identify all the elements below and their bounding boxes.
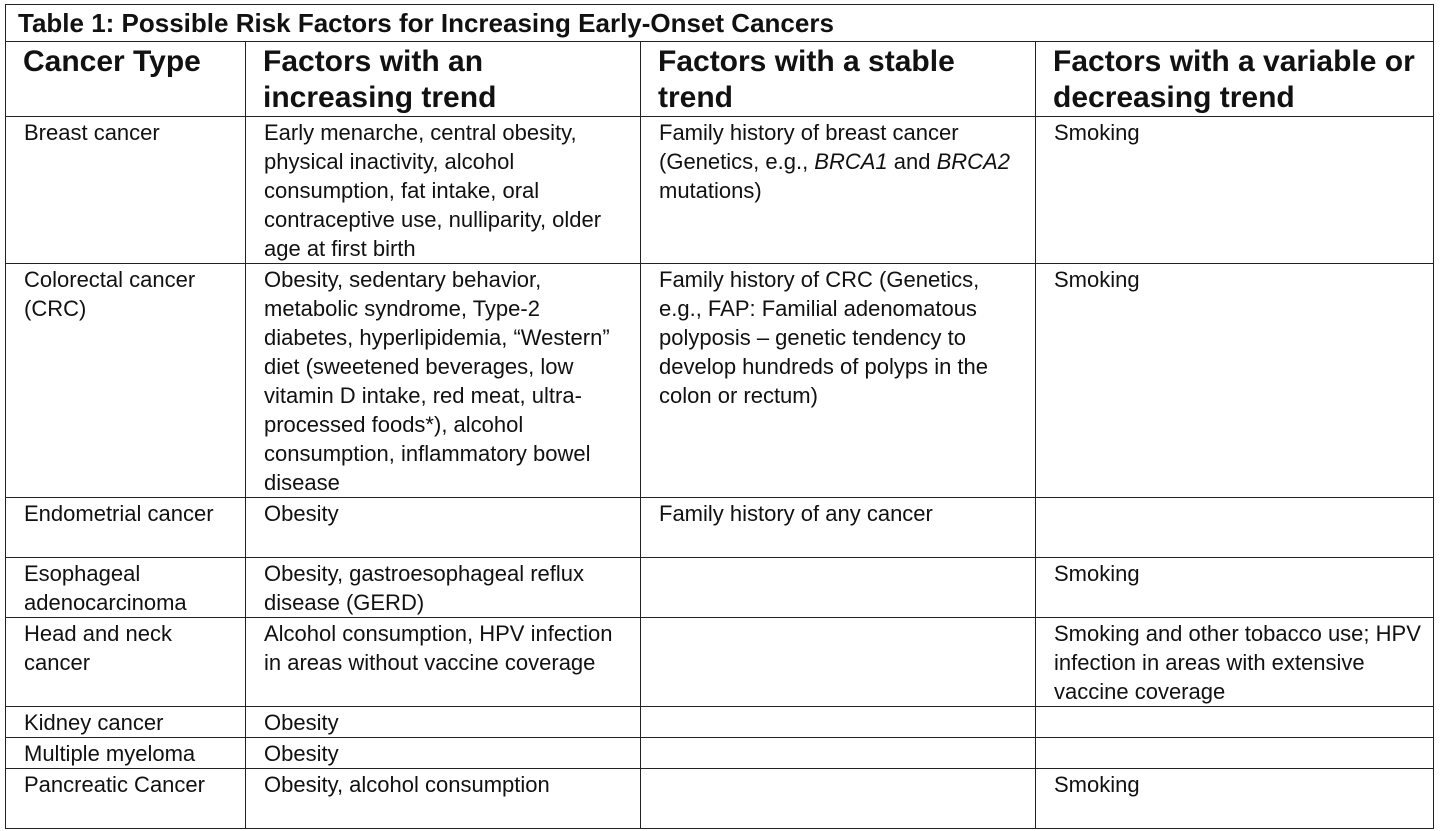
cell-stable: Family history of CRC (Genetics, e.g., F…	[640, 263, 1036, 498]
cell-stable	[640, 737, 1036, 769]
table-header-row: Cancer Type Factors with an increasing t…	[5, 41, 1434, 117]
cell-cancer-type: Esophageal adenocarcinoma	[5, 557, 246, 618]
cell-stable: Family history of breast cancer (Genetic…	[640, 116, 1036, 264]
cell-variable: Smoking	[1035, 557, 1434, 618]
cell-stable	[640, 617, 1036, 707]
header-cancer-type: Cancer Type	[5, 41, 246, 117]
cell-increasing: Obesity	[245, 737, 641, 769]
risk-factors-table: Table 1: Possible Risk Factors for Incre…	[5, 4, 1434, 829]
cell-cancer-type: Breast cancer	[5, 116, 246, 264]
cell-cancer-type: Multiple myeloma	[5, 737, 246, 769]
stable-text: mutations)	[659, 178, 762, 203]
cell-cancer-type: Colorectal cancer (CRC)	[5, 263, 246, 498]
table-row: Endometrial cancer Obesity Family histor…	[5, 497, 1434, 558]
cell-stable	[640, 557, 1036, 618]
stable-text: and	[887, 149, 937, 174]
header-variable-trend: Factors with a variable or decreasing tr…	[1035, 41, 1434, 117]
cell-stable	[640, 768, 1036, 829]
cell-variable: Smoking	[1035, 263, 1434, 498]
cell-increasing: Obesity	[245, 497, 641, 558]
table-row: Breast cancer Early menarche, central ob…	[5, 116, 1434, 264]
table-row: Pancreatic Cancer Obesity, alcohol consu…	[5, 768, 1434, 829]
table-row: Kidney cancer Obesity	[5, 706, 1434, 738]
header-increasing-trend: Factors with an increasing trend	[245, 41, 641, 117]
cell-variable: Smoking	[1035, 768, 1434, 829]
cell-variable	[1035, 497, 1434, 558]
cell-cancer-type: Kidney cancer	[5, 706, 246, 738]
table-caption-row: Table 1: Possible Risk Factors for Incre…	[5, 4, 1434, 42]
table-row: Head and neck cancer Alcohol consumption…	[5, 617, 1434, 707]
table-row: Esophageal adenocarcinoma Obesity, gastr…	[5, 557, 1434, 618]
cell-variable	[1035, 706, 1434, 738]
cell-cancer-type: Pancreatic Cancer	[5, 768, 246, 829]
gene-brca1: BRCA1	[814, 149, 888, 174]
stable-text: Family history of breast cancer (Genetic…	[659, 120, 959, 174]
cell-variable: Smoking	[1035, 116, 1434, 264]
cell-increasing: Obesity, sedentary behavior, metabolic s…	[245, 263, 641, 498]
cell-increasing: Alcohol consumption, HPV infection in ar…	[245, 617, 641, 707]
cell-variable: Smoking and other tobacco use; HPV infec…	[1035, 617, 1434, 707]
cell-variable	[1035, 737, 1434, 769]
gene-brca2: BRCA2	[936, 149, 1010, 174]
cell-cancer-type: Endometrial cancer	[5, 497, 246, 558]
cell-increasing: Obesity, gastroesophageal reflux disease…	[245, 557, 641, 618]
cell-increasing: Obesity, alcohol consumption	[245, 768, 641, 829]
cell-cancer-type: Head and neck cancer	[5, 617, 246, 707]
table-row: Colorectal cancer (CRC) Obesity, sedenta…	[5, 263, 1434, 498]
cell-stable: Family history of any cancer	[640, 497, 1036, 558]
cell-increasing: Early menarche, central obesity, physica…	[245, 116, 641, 264]
cell-stable	[640, 706, 1036, 738]
header-stable-trend: Factors with a stable trend	[640, 41, 1036, 117]
cell-increasing: Obesity	[245, 706, 641, 738]
table-caption: Table 1: Possible Risk Factors for Incre…	[5, 4, 1434, 42]
table-row: Multiple myeloma Obesity	[5, 737, 1434, 769]
